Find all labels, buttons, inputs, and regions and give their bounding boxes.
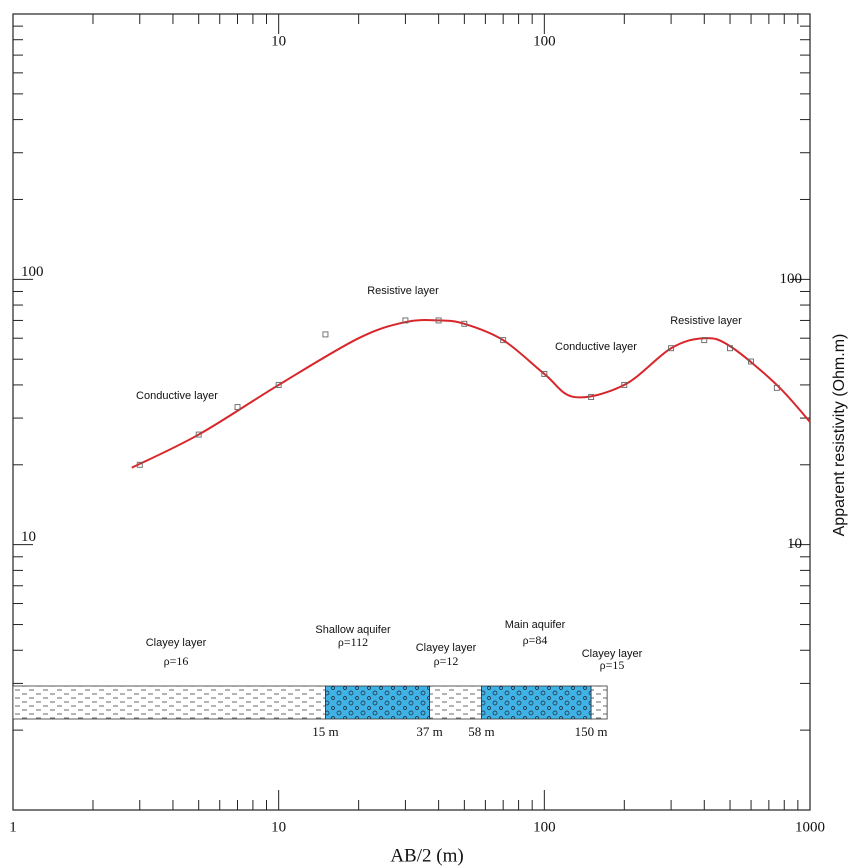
annotation: Resistive layer xyxy=(670,315,742,327)
data-point xyxy=(275,381,282,388)
x2-tick-label: 100 xyxy=(533,33,556,49)
layer-rho: ρ=12 xyxy=(434,654,459,668)
depth-label: 15 m xyxy=(312,724,338,739)
x2-tick-label: 10 xyxy=(271,33,286,49)
model-curve xyxy=(131,319,811,469)
y2-tick-label: 10 xyxy=(787,536,802,552)
plot-frame xyxy=(12,13,811,811)
layer-name: Clayey layer xyxy=(416,642,477,654)
data-point xyxy=(195,431,202,438)
x-axis-label: AB/2 (m) xyxy=(390,845,463,866)
data-point xyxy=(588,394,595,401)
data-point xyxy=(541,370,548,377)
layer-rho: ρ=15 xyxy=(600,658,625,672)
y-tick-label: 10 xyxy=(21,529,36,545)
data-point xyxy=(461,320,468,327)
data-point xyxy=(773,384,780,391)
annotation: Conductive layer xyxy=(136,390,218,402)
y-tick-label: 100 xyxy=(21,264,44,280)
x-tick-label: 1 xyxy=(9,819,17,835)
layer-block xyxy=(590,685,608,720)
annotation: Resistive layer xyxy=(367,285,439,297)
depth-label: 37 m xyxy=(416,724,442,739)
layer-rho: ρ=16 xyxy=(164,654,189,668)
data-point xyxy=(500,337,507,344)
layer-block xyxy=(12,685,326,720)
x-tick-label: 10 xyxy=(271,819,286,835)
data-point xyxy=(668,345,675,352)
layer-block xyxy=(325,685,431,720)
layer-name: Shallow aquifer xyxy=(315,624,391,636)
x-tick-label: 1000 xyxy=(795,819,825,835)
y-axis-label: Apparent resistivity (Ohm.m) xyxy=(831,334,848,537)
data-point xyxy=(435,317,442,324)
layer-rho: ρ=112 xyxy=(338,635,368,649)
data-point xyxy=(136,461,143,468)
depth-label: 150 m xyxy=(575,724,608,739)
data-point xyxy=(402,317,409,324)
layer-name: Clayey layer xyxy=(146,637,207,649)
annotation: Conductive layer xyxy=(555,341,637,353)
layer-rho: ρ=84 xyxy=(523,633,548,647)
data-point xyxy=(621,381,628,388)
depth-label: 58 m xyxy=(468,724,494,739)
layer-name: Clayey layer xyxy=(582,648,643,660)
x-tick-label: 100 xyxy=(533,819,556,835)
data-point xyxy=(234,404,241,411)
layer-block xyxy=(429,685,482,720)
data-point xyxy=(748,358,755,365)
layer-name: Main aquifer xyxy=(505,619,566,631)
data-point xyxy=(701,337,708,344)
y2-tick-label: 100 xyxy=(780,271,803,287)
data-point xyxy=(727,345,733,352)
data-point xyxy=(322,331,329,338)
layer-block xyxy=(481,685,592,720)
